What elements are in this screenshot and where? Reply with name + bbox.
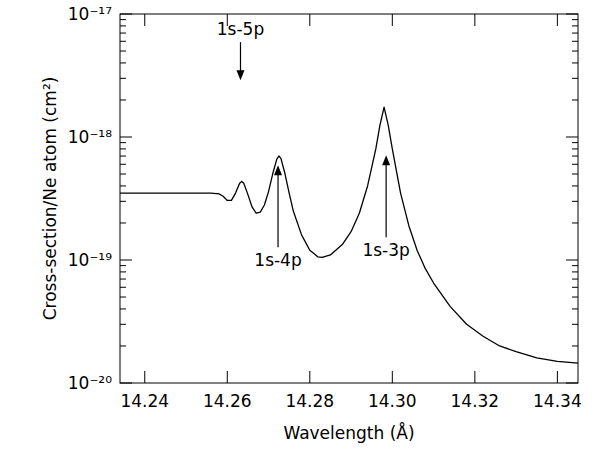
x-tick-label: 14.30 [368,391,417,411]
annotation-arrowhead [236,70,244,80]
minor-tick [120,222,126,223]
minor-tick [572,324,578,325]
annotation-arrow [277,173,278,247]
minor-tick [572,99,578,100]
minor-tick [572,174,578,175]
plot-area [120,107,578,363]
minor-tick [120,201,126,202]
annotation-text: 1s-3p [362,240,409,260]
x-tick [144,14,145,26]
x-tick-label: 14.24 [120,391,169,411]
minor-tick [120,19,126,20]
x-tick [557,371,558,383]
minor-tick [120,78,126,79]
plot-frame [120,14,578,383]
minor-tick [120,148,126,149]
minor-tick [572,51,578,52]
x-tick-label: 14.28 [285,391,334,411]
minor-tick [120,33,126,34]
x-tick-label: 14.32 [451,391,500,411]
minor-tick [120,287,126,288]
minor-tick [572,308,578,309]
minor-tick [572,201,578,202]
minor-tick [120,324,126,325]
y-tick-label: 10⁻²⁰ [68,373,112,393]
y-tick [566,260,578,261]
minor-tick [120,51,126,52]
minor-tick [572,25,578,26]
minor-tick [120,156,126,157]
minor-tick [120,62,126,63]
x-tick [474,371,475,383]
minor-tick [572,33,578,34]
minor-tick [120,297,126,298]
minor-tick [572,156,578,157]
minor-tick [572,148,578,149]
minor-tick [120,142,126,143]
annotation-text: 1s-5p [217,19,264,39]
minor-tick [572,287,578,288]
x-tick [474,14,475,26]
x-tick [227,371,228,383]
annotation-arrow [386,163,387,237]
y-axis-title: Cross-section/Ne atom (cm²) [40,77,60,321]
x-tick [392,14,393,26]
x-tick [309,14,310,26]
y-tick [120,137,132,138]
y-tick [566,137,578,138]
minor-tick [120,265,126,266]
minor-tick [120,174,126,175]
minor-tick [572,271,578,272]
y-tick-label: 10⁻¹⁷ [68,4,112,24]
minor-tick [572,41,578,42]
x-tick [144,371,145,383]
minor-tick [572,142,578,143]
minor-tick [572,279,578,280]
annotation-arrowhead [274,165,282,175]
minor-tick [120,271,126,272]
minor-tick [120,185,126,186]
minor-tick [572,19,578,20]
x-tick-label: 14.26 [203,391,252,411]
data-line [120,107,578,363]
minor-tick [572,62,578,63]
minor-tick [572,78,578,79]
chart: 10⁻²⁰ 10⁻¹⁹ 10⁻¹⁸ 10⁻¹⁷ 14.24 14.26 14.28 14.30… [0,0,595,469]
minor-tick [572,345,578,346]
y-tick-label: 10⁻¹⁸ [68,127,112,147]
y-tick-label: 10⁻¹⁹ [68,250,112,270]
minor-tick [120,164,126,165]
y-tick [120,260,132,261]
background [0,0,595,469]
minor-tick [572,185,578,186]
minor-tick [120,41,126,42]
minor-tick [120,99,126,100]
annotation-arrow [240,42,241,72]
minor-tick [120,25,126,26]
annotation-text: 1s-4p [254,250,301,270]
minor-tick [572,265,578,266]
minor-tick [572,164,578,165]
x-tick [309,371,310,383]
minor-tick [120,345,126,346]
x-tick [392,371,393,383]
minor-tick [572,297,578,298]
minor-tick [120,308,126,309]
x-tick-label: 14.34 [533,391,582,411]
x-axis-title: Wavelength (Å) [283,422,414,443]
minor-tick [120,279,126,280]
annotation-arrowhead [382,155,390,165]
x-tick [557,14,558,26]
minor-tick [572,222,578,223]
